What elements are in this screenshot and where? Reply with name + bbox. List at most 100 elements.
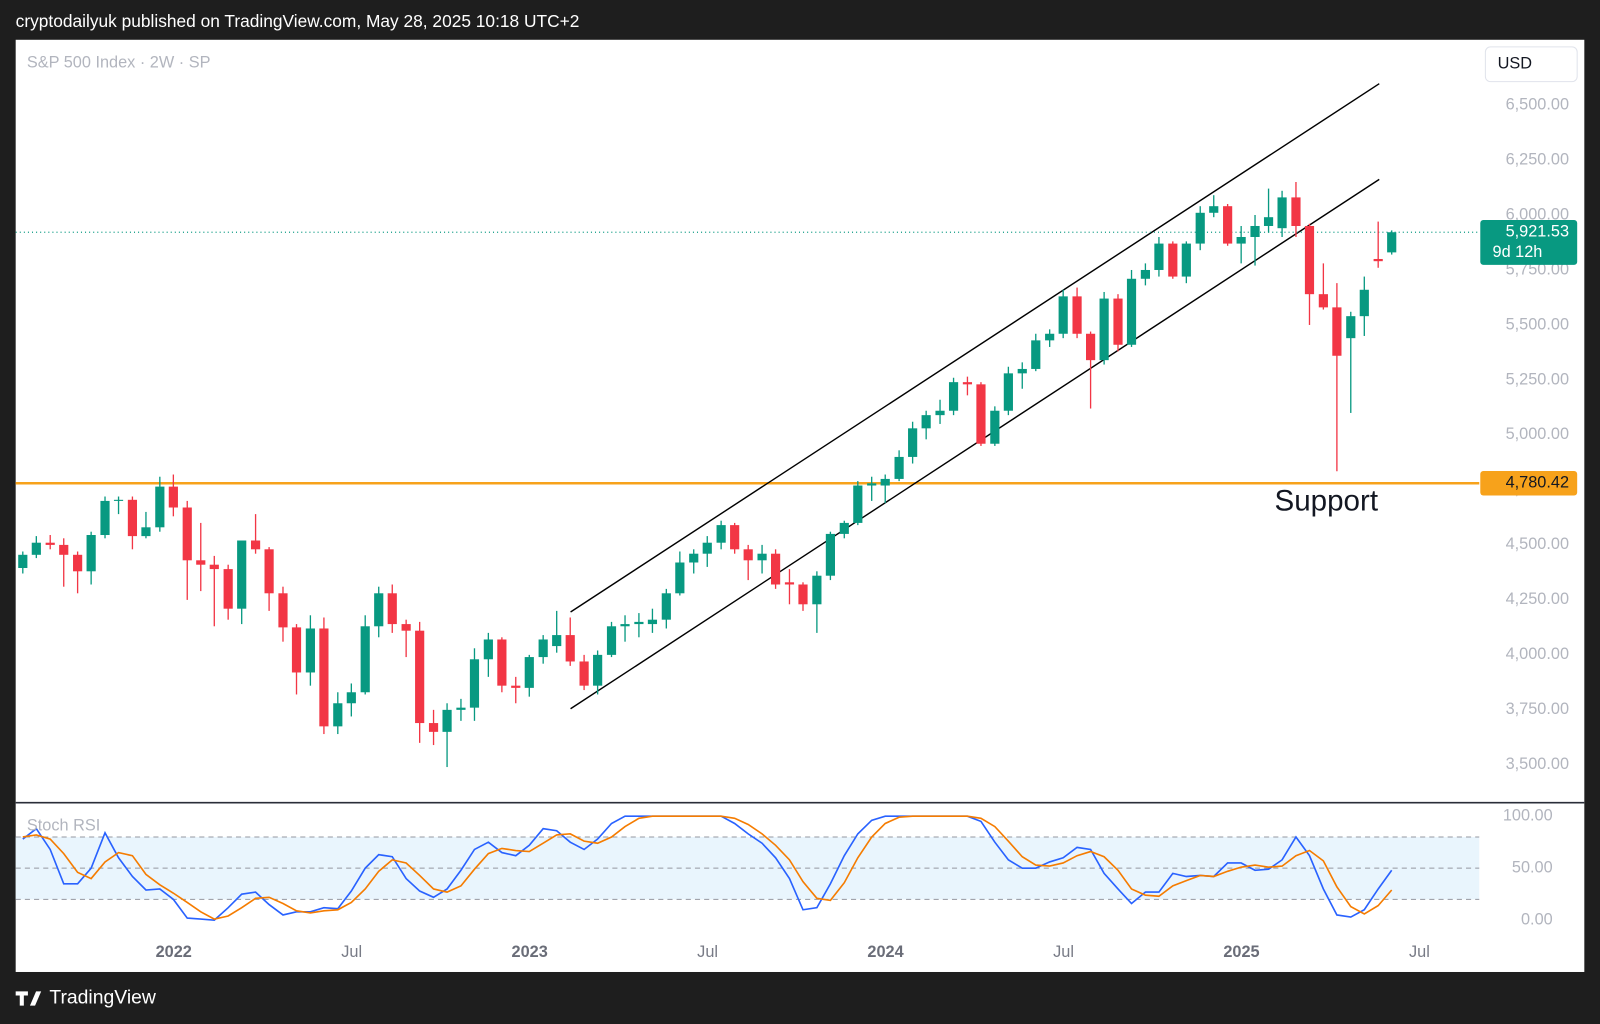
candle-body bbox=[127, 499, 138, 537]
y-tick-label: 4,000.00 bbox=[1506, 645, 1569, 663]
y-tick-label: 4,500.00 bbox=[1506, 535, 1569, 553]
candle-body bbox=[1209, 206, 1219, 213]
candle-body bbox=[1223, 206, 1233, 244]
x-tick-label: 2024 bbox=[867, 943, 903, 961]
candle-body bbox=[333, 703, 343, 727]
candle-body bbox=[880, 478, 890, 486]
footer-brand: TradingView bbox=[49, 987, 157, 1009]
candle-body bbox=[264, 549, 274, 594]
y-tick-label: 6,500.00 bbox=[1506, 95, 1569, 113]
candle-body bbox=[894, 456, 904, 479]
y-tick-label: 3,750.00 bbox=[1506, 700, 1569, 718]
y-tick-label: 5,000.00 bbox=[1506, 425, 1569, 443]
candle-body bbox=[1373, 258, 1383, 262]
y-tick-label: 6,000.00 bbox=[1506, 205, 1569, 223]
x-tick-label: 2025 bbox=[1223, 943, 1259, 961]
candle-body bbox=[1086, 333, 1096, 361]
currency-box[interactable] bbox=[1484, 46, 1578, 83]
y-tick-label: 4,250.00 bbox=[1506, 590, 1569, 608]
candle-body bbox=[1195, 212, 1205, 244]
candle-body bbox=[675, 562, 685, 594]
logo-icon bbox=[15, 991, 42, 1006]
candle-body bbox=[1003, 373, 1013, 411]
candle-body bbox=[1140, 269, 1150, 279]
candle-body bbox=[784, 582, 795, 585]
candle-body bbox=[948, 382, 959, 411]
support-text: Support bbox=[1275, 484, 1379, 517]
y-tick-label: 5,250.00 bbox=[1506, 370, 1569, 388]
candle-body bbox=[223, 569, 233, 609]
candle-body bbox=[100, 500, 110, 536]
y-tick-label: 3,500.00 bbox=[1506, 755, 1569, 773]
candle-body bbox=[1346, 316, 1356, 339]
currency: USD bbox=[1498, 55, 1532, 73]
candle-body bbox=[812, 575, 822, 605]
candle-body bbox=[1359, 289, 1369, 317]
candle-body bbox=[689, 553, 699, 563]
x-tick-label: 2022 bbox=[156, 943, 192, 961]
indicator-tick-label: 0.00 bbox=[1521, 910, 1553, 928]
candle-body bbox=[73, 554, 83, 572]
candle-body bbox=[1017, 368, 1027, 374]
indicator-title: Stoch RSI bbox=[27, 816, 100, 834]
candle-body bbox=[743, 549, 753, 561]
channel-line bbox=[570, 178, 1380, 710]
candle-body bbox=[415, 630, 425, 724]
candle-body bbox=[990, 410, 1000, 444]
candle-body bbox=[141, 527, 151, 537]
candle-body bbox=[565, 635, 575, 662]
candle-body bbox=[935, 410, 945, 416]
candle-body bbox=[647, 619, 658, 625]
x-tick-label: Jul bbox=[1409, 943, 1430, 961]
candle-body bbox=[1332, 307, 1342, 356]
candle-body bbox=[59, 544, 69, 555]
candle-body bbox=[1031, 340, 1041, 369]
candle-body bbox=[702, 542, 712, 554]
candle-body bbox=[168, 486, 178, 508]
candle-body bbox=[113, 499, 124, 501]
last-price-box bbox=[1480, 220, 1578, 265]
candle-body bbox=[456, 707, 466, 710]
candle-body bbox=[291, 627, 302, 673]
candle-body bbox=[1318, 294, 1328, 308]
chart-title: S&P 500 Index · 2W · SP bbox=[27, 54, 211, 72]
candle-body bbox=[278, 593, 288, 628]
candle-body bbox=[428, 723, 439, 732]
candle-body bbox=[374, 593, 384, 627]
candle-body bbox=[716, 525, 726, 543]
candle-body bbox=[1387, 232, 1397, 253]
candle-body bbox=[538, 639, 548, 658]
candle-body bbox=[250, 540, 261, 550]
support-label-box bbox=[1480, 470, 1578, 496]
candle-body bbox=[1168, 243, 1178, 277]
candle-body bbox=[1263, 217, 1274, 226]
indicator-tick-label: 50.00 bbox=[1512, 858, 1553, 876]
candle-body bbox=[962, 382, 973, 385]
candle-body bbox=[867, 483, 877, 486]
x-tick-label: Jul bbox=[1053, 943, 1074, 961]
candle-body bbox=[1154, 243, 1164, 270]
candle-body bbox=[1250, 225, 1260, 237]
candle-body bbox=[757, 553, 767, 561]
candle-body bbox=[1291, 197, 1301, 226]
candle-body bbox=[1181, 243, 1191, 277]
candle-body bbox=[442, 709, 452, 732]
candle-body bbox=[346, 692, 356, 704]
candle-body bbox=[798, 584, 808, 605]
chart-area bbox=[15, 39, 1585, 972]
candle-body bbox=[360, 626, 370, 693]
candle-body bbox=[1236, 236, 1246, 244]
candle-body bbox=[908, 428, 918, 457]
candle-body bbox=[771, 553, 781, 585]
candle-body bbox=[237, 540, 247, 609]
candle-body bbox=[606, 626, 617, 655]
candle-body bbox=[86, 535, 96, 572]
candle-body bbox=[182, 507, 192, 561]
candle-body bbox=[661, 593, 671, 620]
candle-body bbox=[579, 661, 589, 686]
candle-body bbox=[483, 639, 493, 660]
candle-body bbox=[1304, 225, 1315, 295]
candle-body bbox=[1045, 333, 1055, 341]
